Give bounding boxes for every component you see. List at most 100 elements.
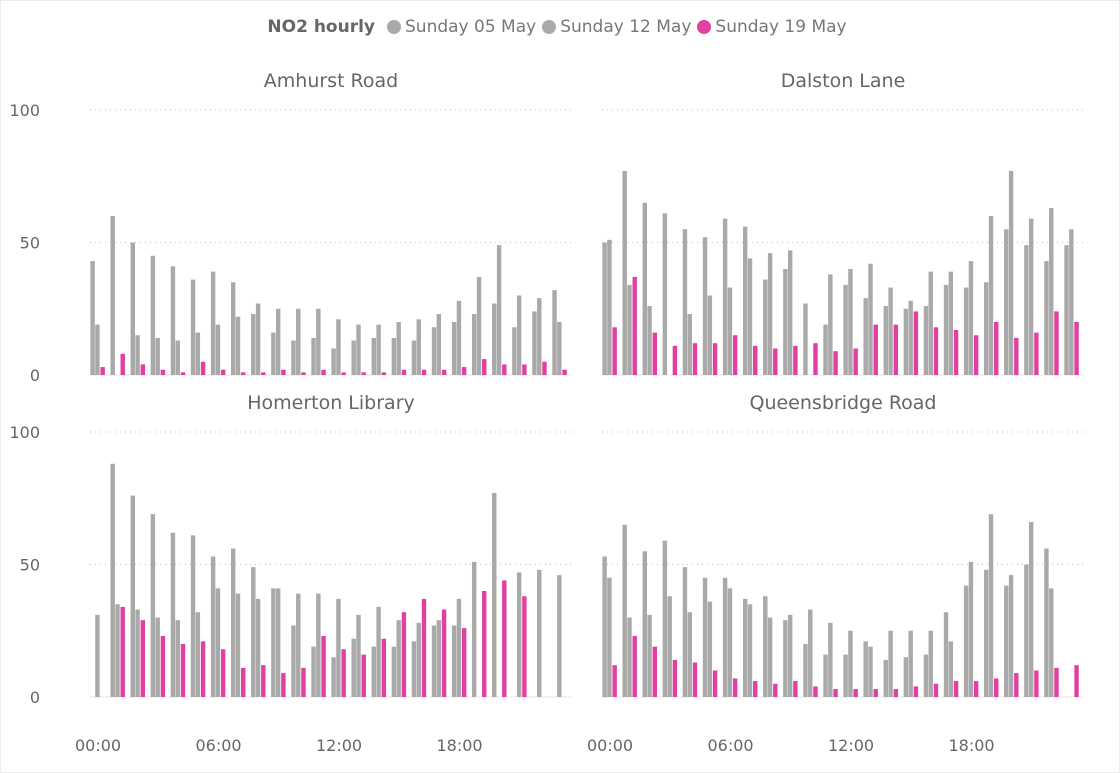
bar (381, 372, 387, 375)
bar (135, 609, 140, 697)
bar (1049, 588, 1054, 697)
bar (813, 686, 818, 697)
bar (1034, 332, 1039, 375)
bar (1064, 245, 1069, 375)
bar (241, 667, 246, 697)
bar (747, 604, 753, 697)
bar (356, 614, 361, 697)
bar (848, 630, 853, 697)
bar (557, 575, 562, 697)
bar (175, 340, 180, 375)
bar (868, 646, 873, 697)
bar (170, 266, 176, 375)
bar (220, 649, 226, 697)
legend-dot-icon (387, 20, 401, 34)
bar (341, 372, 346, 375)
legend-item-may12[interactable]: Sunday 12 May (542, 17, 691, 37)
bar (753, 681, 758, 697)
bar (963, 287, 969, 375)
bar (230, 548, 236, 697)
bar (722, 577, 728, 697)
bar (1028, 218, 1034, 375)
bar (311, 337, 316, 375)
bar (160, 636, 166, 697)
bar (241, 372, 246, 375)
bar (331, 657, 336, 697)
bar (753, 345, 758, 375)
legend-label-may05: Sunday 05 May (405, 17, 537, 37)
bar (863, 641, 868, 697)
bar (627, 617, 632, 697)
bar (642, 551, 647, 697)
bar (361, 654, 366, 697)
bar (843, 284, 848, 375)
bar (787, 614, 793, 697)
panel-title: Dalston Lane (781, 70, 906, 92)
bar (381, 638, 387, 697)
bar (853, 348, 858, 375)
bar (115, 604, 120, 697)
y-tick-label: 50 (20, 556, 40, 575)
bar (431, 327, 437, 375)
bar (351, 340, 356, 375)
legend-item-may05[interactable]: Sunday 05 May (387, 17, 536, 37)
bar (537, 298, 542, 375)
bar (712, 343, 718, 375)
bar (652, 332, 658, 375)
bar (642, 202, 647, 375)
bar (783, 269, 788, 375)
bar (707, 601, 713, 697)
bar (471, 314, 477, 375)
bar (301, 667, 306, 697)
bar (1074, 665, 1079, 697)
bar (883, 659, 888, 697)
bar (456, 598, 462, 697)
bar (281, 673, 286, 697)
bar (828, 622, 833, 697)
bar (692, 662, 698, 697)
bar (261, 665, 266, 697)
bar (296, 308, 301, 375)
bar (502, 364, 507, 375)
bar (767, 253, 773, 375)
bar (170, 532, 176, 697)
bar (763, 279, 768, 375)
x-tick-label: 00:00 (75, 736, 121, 755)
bar (436, 620, 442, 697)
bar (331, 348, 336, 375)
legend-item-may19[interactable]: Sunday 19 May (697, 17, 847, 37)
bar (261, 372, 266, 375)
bar (461, 628, 467, 697)
bar (235, 316, 241, 375)
bar (281, 369, 286, 375)
bar (627, 284, 632, 375)
bar (271, 588, 276, 697)
bar (968, 561, 974, 697)
bar (687, 612, 692, 697)
bar (662, 213, 668, 375)
bar (220, 369, 226, 375)
bar (130, 242, 135, 375)
bar (883, 306, 888, 375)
bar (100, 367, 105, 375)
bar (732, 335, 738, 375)
bar (150, 514, 156, 697)
bar (376, 324, 381, 375)
bar (130, 495, 135, 697)
bar (456, 300, 462, 375)
bar (492, 303, 497, 375)
bar (251, 314, 256, 375)
bar (321, 369, 326, 375)
bar (953, 681, 959, 697)
x-tick-label: 06:00 (195, 736, 241, 755)
bar (542, 361, 547, 375)
bar (928, 630, 933, 697)
bar (727, 588, 733, 697)
bar (336, 319, 341, 375)
bar (948, 641, 954, 697)
bar (316, 308, 321, 375)
bar (687, 314, 692, 375)
bar (271, 332, 276, 375)
bar (823, 324, 828, 375)
bar (803, 644, 808, 697)
